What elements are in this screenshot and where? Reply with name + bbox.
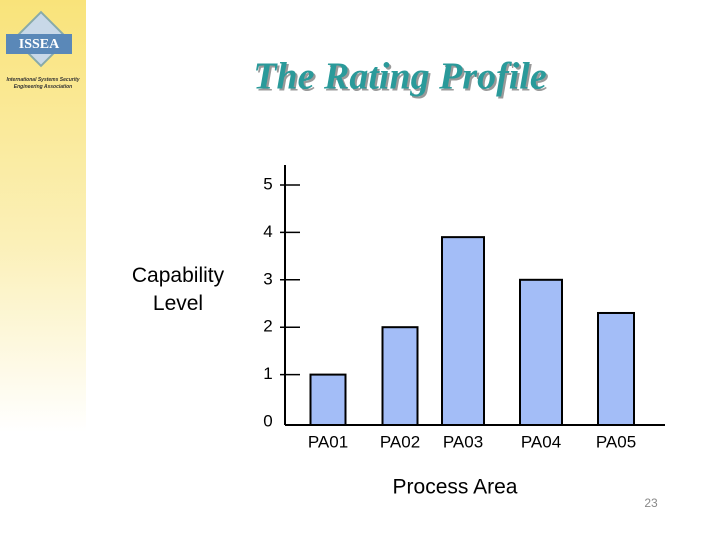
y-tick-label: 4 — [263, 222, 272, 241]
side-panel — [0, 0, 86, 540]
x-axis-label: Process Area — [393, 476, 518, 499]
bar — [441, 236, 485, 426]
bar — [309, 373, 347, 427]
chart-title: The Rating Profile — [253, 56, 547, 98]
y-tick-label: 0 — [263, 411, 272, 430]
logo-name: ISSEA — [19, 37, 60, 52]
x-tick-label: PA04 — [521, 432, 561, 451]
bar — [597, 311, 635, 427]
x-tick-label: PA01 — [308, 432, 348, 451]
page-number: 23 — [644, 496, 658, 510]
y-tick-label: 3 — [263, 269, 272, 288]
bar — [381, 326, 419, 427]
y-tick-label: 2 — [263, 317, 272, 336]
bar — [519, 278, 563, 426]
y-tick-label: 1 — [263, 364, 272, 383]
x-tick-label: PA03 — [443, 432, 483, 451]
y-axis-label: Capability Level — [131, 264, 225, 315]
logo-mark — [6, 10, 72, 68]
y-tick-label: 5 — [263, 174, 272, 193]
title-shadow: The Rating Profile — [255, 58, 549, 100]
logo-caption: International Systems Security Engineeri… — [6, 77, 80, 90]
x-tick-label: PA02 — [380, 432, 420, 451]
x-tick-label: PA05 — [596, 432, 636, 451]
